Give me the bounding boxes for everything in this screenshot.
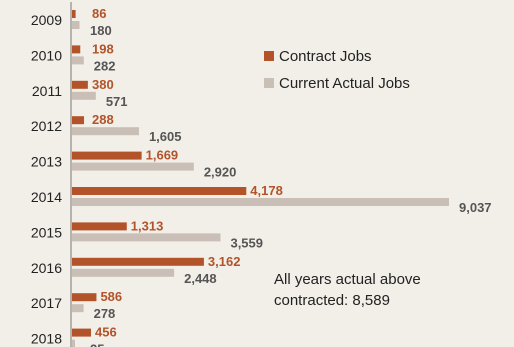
annotation-line-1: All years actual above [274, 271, 421, 288]
category-label-2011: 2011 [32, 83, 62, 99]
bar-actual-2012 [72, 127, 139, 136]
value-label-contract-2012: 288 [92, 112, 114, 127]
bar-contract-2018 [72, 328, 92, 337]
bar-contract-2010 [72, 45, 81, 54]
value-label-actual-2018: 25 [90, 342, 104, 347]
bar-actual-2011 [72, 91, 96, 100]
bar-actual-2014 [72, 198, 449, 206]
category-label-2013: 2013 [31, 154, 62, 170]
category-label-2016: 2016 [31, 260, 62, 276]
value-label-actual-2012: 1,605 [149, 129, 182, 144]
bar-contract-2009 [72, 10, 76, 18]
value-label-contract-2016: 3,162 [208, 254, 241, 269]
bar-contract-2012 [72, 116, 85, 125]
bar-actual-2016 [72, 268, 175, 277]
value-label-actual-2016: 2,448 [184, 271, 217, 286]
category-label-2015: 2015 [31, 224, 62, 240]
value-label-actual-2010: 282 [94, 58, 116, 73]
legend-swatch-actual [264, 78, 274, 88]
annotation-line-2: contracted: 8,589 [274, 292, 390, 309]
category-label-2009: 2009 [31, 12, 62, 28]
bar-actual-2018 [72, 339, 75, 347]
bar-actual-2015 [72, 233, 221, 242]
bars-layer [72, 10, 449, 347]
value-label-actual-2014: 9,037 [459, 200, 492, 215]
value-label-actual-2017: 278 [94, 306, 116, 321]
value-label-actual-2015: 3,559 [230, 235, 263, 250]
value-label-contract-2010: 198 [92, 41, 114, 56]
value-label-actual-2009: 180 [90, 23, 112, 38]
bar-contract-2014 [72, 187, 247, 195]
value-label-contract-2017: 586 [100, 289, 122, 304]
category-label-2010: 2010 [31, 47, 62, 63]
value-labels: 86 180 198 282 380 571 288 1,605 1,669 2,920 4,178… [90, 6, 492, 347]
legend-label-actual: Current Actual Jobs [279, 75, 410, 92]
value-label-contract-2013: 1,669 [146, 148, 179, 163]
legend-swatch-contract [264, 51, 274, 61]
legend-label-contract: Contract Jobs [279, 48, 372, 65]
category-label-2017: 2017 [31, 295, 62, 311]
bar-actual-2010 [72, 56, 84, 65]
bar-contract-2017 [72, 293, 97, 302]
annotation: All years actual above contracted: 8,589 [274, 271, 421, 309]
value-label-contract-2011: 380 [92, 77, 114, 92]
value-label-actual-2013: 2,920 [204, 165, 237, 180]
category-label-2018: 2018 [31, 331, 62, 347]
value-label-contract-2014: 4,178 [250, 183, 283, 198]
bar-contract-2015 [72, 222, 127, 231]
value-label-contract-2009: 86 [92, 6, 106, 21]
value-label-contract-2015: 1,313 [131, 218, 164, 233]
category-label-2012: 2012 [31, 118, 62, 134]
bar-actual-2017 [72, 304, 84, 313]
bar-actual-2013 [72, 162, 194, 171]
value-label-actual-2011: 571 [106, 94, 128, 109]
bar-contract-2013 [72, 151, 142, 160]
bar-actual-2009 [72, 21, 80, 29]
category-label-2014: 2014 [31, 189, 62, 205]
value-label-contract-2018: 456 [95, 325, 117, 340]
category-labels: 2009 2010 2011 2012 2013 2014 2015 2016 2017 2018 [31, 12, 62, 347]
bar-contract-2011 [72, 80, 88, 89]
bar-contract-2016 [72, 257, 204, 266]
legend: Contract Jobs Current Actual Jobs [264, 48, 410, 92]
